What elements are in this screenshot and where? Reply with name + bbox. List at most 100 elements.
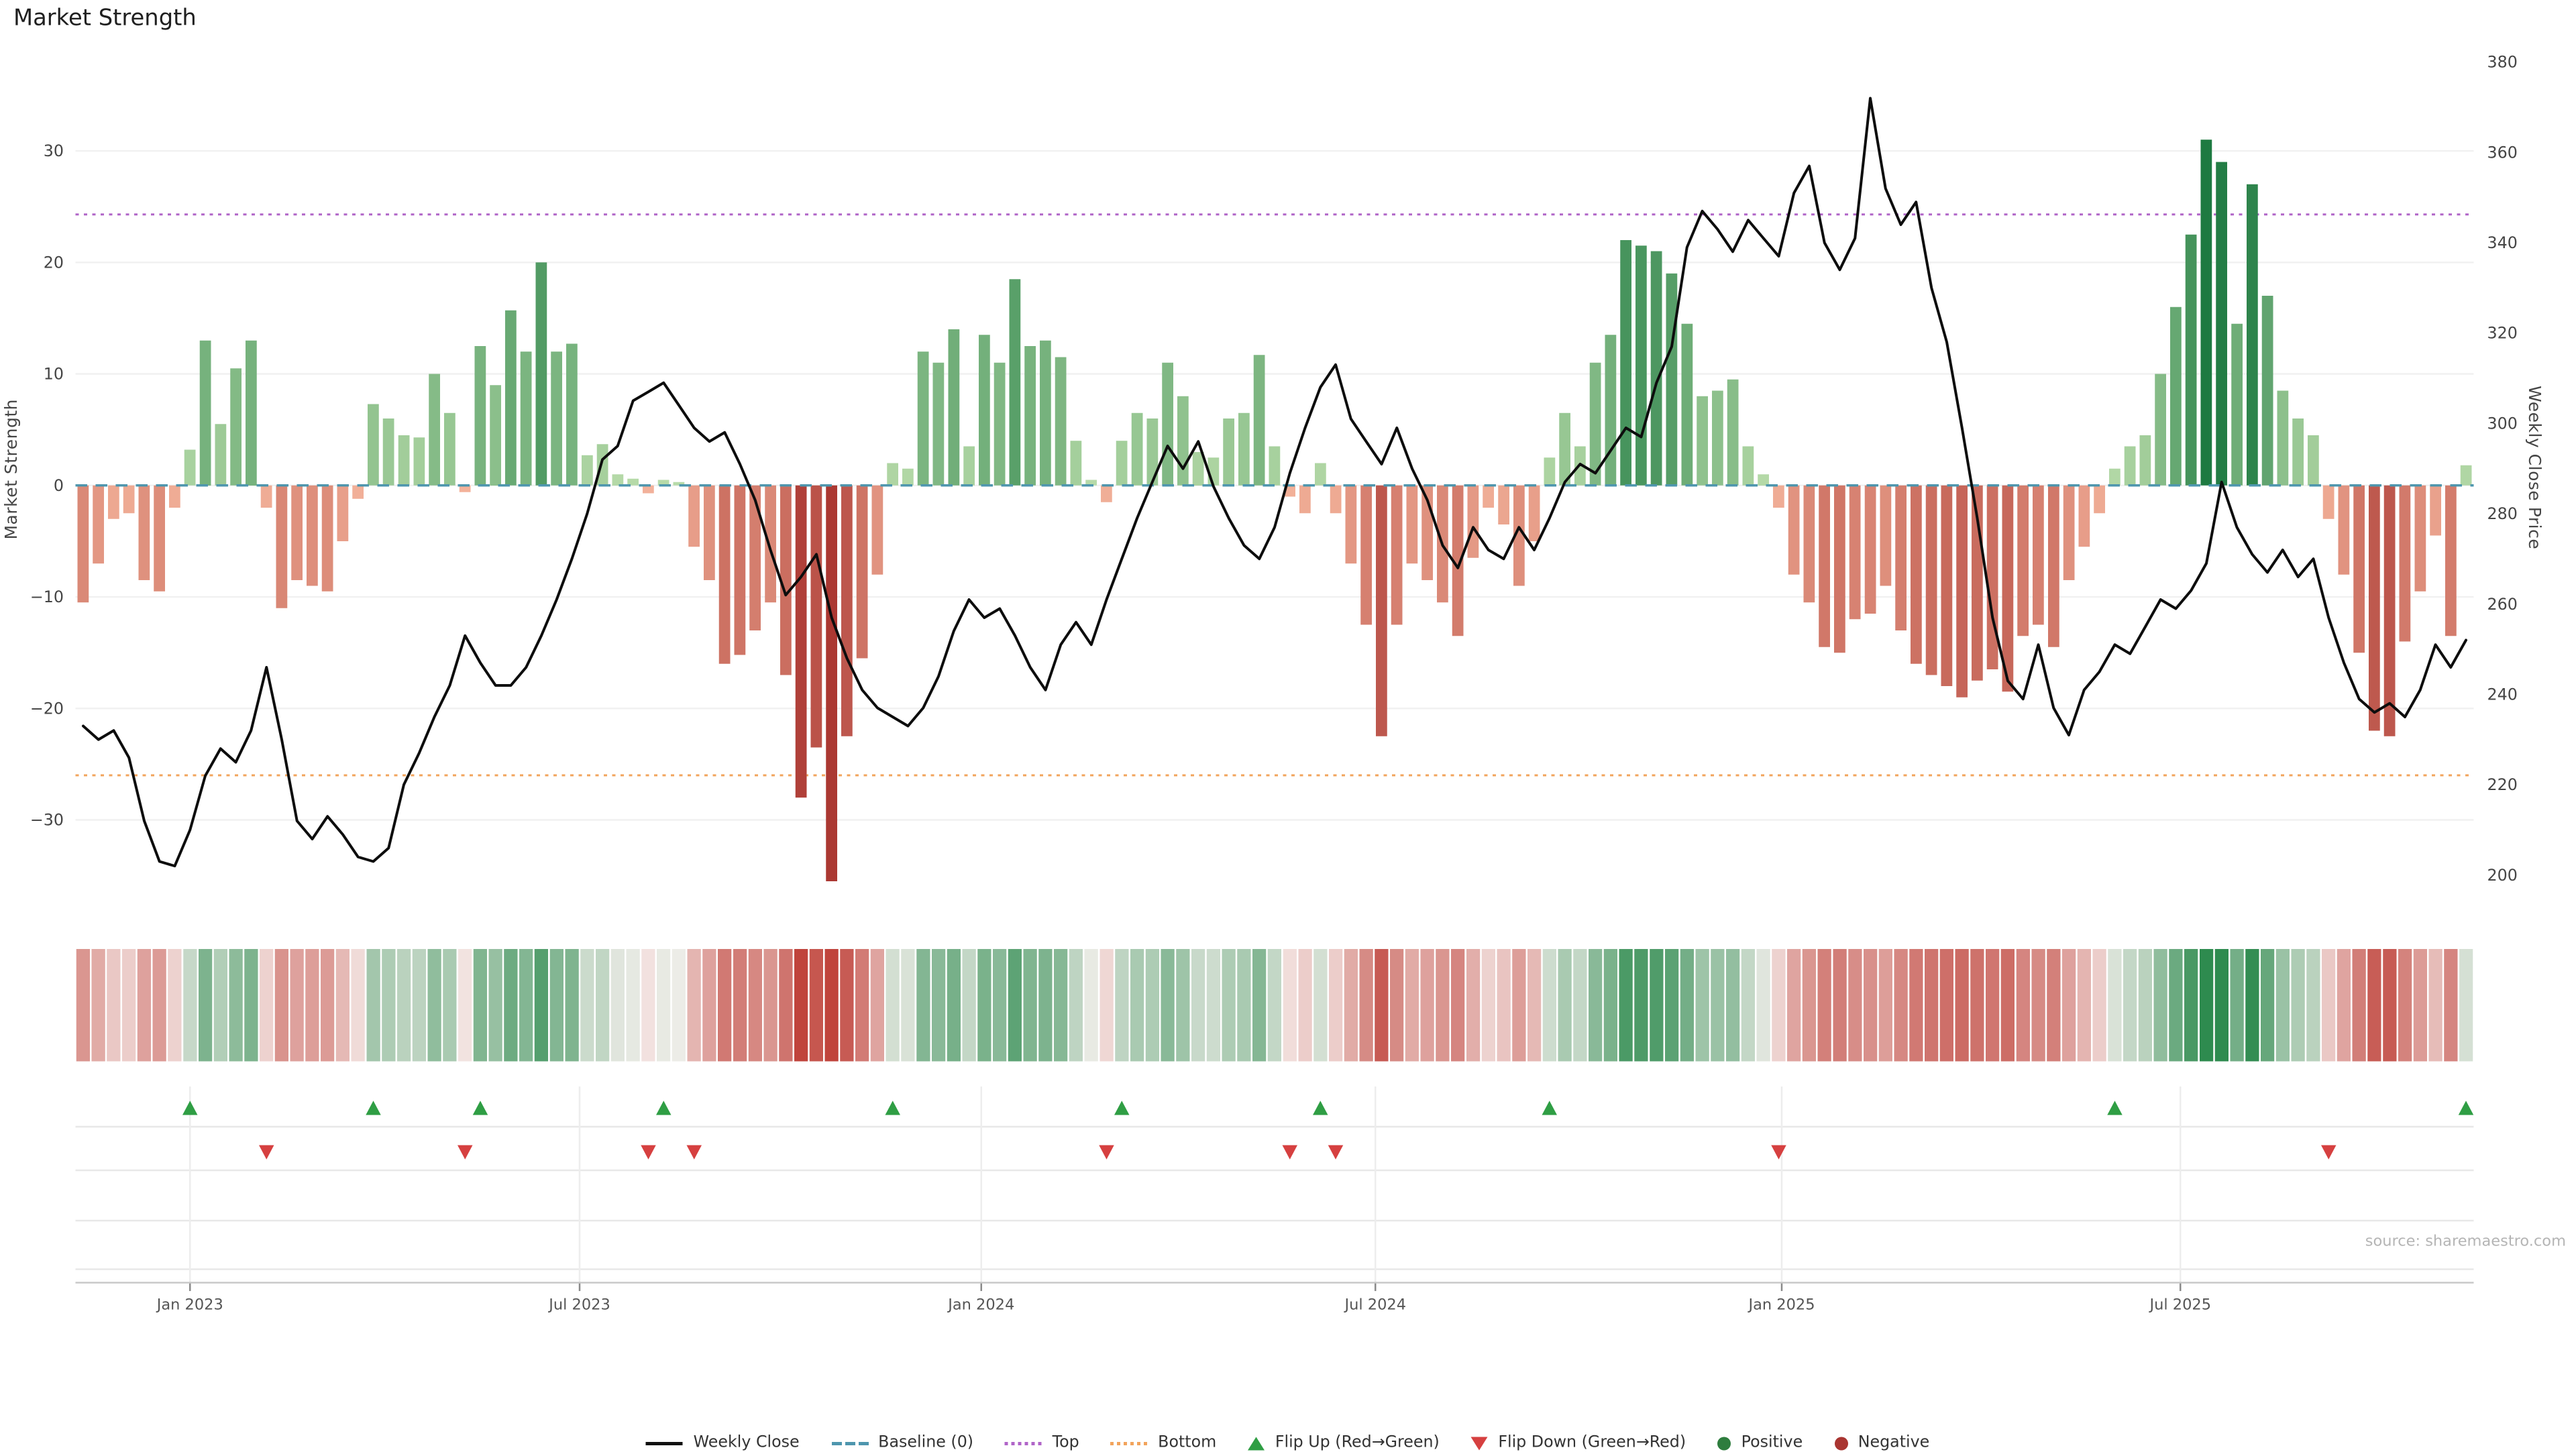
strength-bar xyxy=(1040,341,1051,486)
heatmap-cell xyxy=(382,949,395,1062)
flip-up-marker xyxy=(885,1101,901,1115)
heatmap-cell xyxy=(1711,949,1724,1062)
flip-up-marker xyxy=(473,1101,488,1115)
strength-bar xyxy=(1620,240,1631,486)
heatmap-cell xyxy=(1054,949,1067,1062)
strength-bar xyxy=(2445,486,2457,636)
strength-bar xyxy=(108,486,119,519)
heatmap-cell xyxy=(76,949,90,1062)
heatmap-cell xyxy=(1130,949,1144,1062)
right-tick-label: 220 xyxy=(2487,775,2518,794)
right-tick-label: 280 xyxy=(2487,504,2518,523)
strength-bar xyxy=(2170,307,2182,486)
heatmap-cell xyxy=(1344,949,1358,1062)
heatmap-cell xyxy=(428,949,441,1062)
flip-down-marker xyxy=(458,1146,473,1160)
strength-bar xyxy=(2079,486,2090,547)
strength-bar xyxy=(1849,486,1861,620)
strength-bar xyxy=(949,329,960,486)
heatmap-cell xyxy=(1543,949,1556,1062)
heatmap-cell xyxy=(1451,949,1464,1062)
x-tick-label: Jul 2025 xyxy=(2148,1296,2211,1314)
heatmap-cell xyxy=(443,949,456,1062)
strength-bar xyxy=(2339,486,2350,575)
strength-bar xyxy=(1880,486,1892,586)
strength-bar xyxy=(2231,324,2243,486)
heatmap-cell xyxy=(657,949,670,1062)
strength-bar xyxy=(902,469,914,486)
heatmap-cell xyxy=(535,949,548,1062)
strength-bar xyxy=(475,346,486,486)
strength-bar xyxy=(2384,486,2396,736)
strength-bar xyxy=(123,486,135,514)
heatmap-cell xyxy=(840,949,853,1062)
strength-bar xyxy=(1911,486,1922,664)
baseline-line-icon xyxy=(831,1441,868,1445)
strength-bar xyxy=(1804,486,1815,603)
strength-bar xyxy=(1010,279,1021,486)
strength-bar xyxy=(857,486,868,659)
strength-bar xyxy=(1788,486,1800,575)
positive-dot-icon xyxy=(1718,1436,1731,1449)
strength-bar xyxy=(337,486,349,541)
right-axis-label: Weekly Close Price xyxy=(2524,386,2543,549)
strength-bar xyxy=(291,486,303,580)
strength-bar xyxy=(1024,346,1036,486)
strength-bar xyxy=(1559,413,1570,486)
heatmap-cell xyxy=(413,949,426,1062)
strength-bar xyxy=(1116,441,1128,486)
heatmap-cell xyxy=(916,949,930,1062)
strength-bar xyxy=(2201,139,2212,486)
strength-bar xyxy=(1926,486,1937,675)
heatmap-cell xyxy=(1191,949,1205,1062)
strength-bar xyxy=(1071,441,1082,486)
heatmap-cell xyxy=(2001,949,2015,1062)
heatmap-cell xyxy=(1650,949,1663,1062)
flip-down-marker xyxy=(1099,1146,1114,1160)
heatmap-cell xyxy=(153,949,166,1062)
strength-bar xyxy=(1712,391,1723,486)
flip-down-marker xyxy=(1283,1146,1298,1160)
strength-bar xyxy=(261,486,272,508)
strength-bar xyxy=(1666,274,1678,486)
heatmap-cell xyxy=(627,949,640,1062)
heatmap-cell xyxy=(1222,949,1236,1062)
weekly-close-line-icon xyxy=(647,1441,684,1445)
strength-bar xyxy=(887,463,898,486)
heatmap-cell xyxy=(138,949,151,1062)
strength-bar xyxy=(597,444,608,486)
heatmap-cell xyxy=(1421,949,1434,1062)
heatmap-cell xyxy=(1436,949,1449,1062)
strength-bar xyxy=(2415,486,2426,592)
strength-bar xyxy=(1987,486,1998,669)
heatmap-cell xyxy=(1329,949,1342,1062)
legend-item-flip-up: Flip Up (Red→Green) xyxy=(1248,1434,1440,1452)
strength-bar xyxy=(872,486,883,575)
heatmap-cell xyxy=(566,949,579,1062)
strength-bar xyxy=(322,486,333,592)
heatmap-cell xyxy=(688,949,701,1062)
strength-bar xyxy=(352,486,364,499)
heatmap-cell xyxy=(1268,949,1281,1062)
heatmap-cell xyxy=(1360,949,1373,1062)
heatmap-cell xyxy=(1115,949,1128,1062)
left-tick-label: 30 xyxy=(44,142,64,160)
left-tick-label: −10 xyxy=(30,588,64,606)
heatmap-cell xyxy=(550,949,564,1062)
heatmap-cell xyxy=(352,949,365,1062)
heatmap-cell xyxy=(290,949,304,1062)
heatmap-cell xyxy=(1497,949,1511,1062)
heatmap-cell xyxy=(718,949,731,1062)
heatmap-cell xyxy=(2184,949,2198,1062)
strength-bar xyxy=(307,486,318,586)
heatmap-cell xyxy=(1757,949,1770,1062)
heatmap-cell xyxy=(474,949,487,1062)
strength-bar xyxy=(551,351,562,486)
flip-down-marker xyxy=(2321,1146,2337,1160)
heatmap-cell xyxy=(1680,949,1694,1062)
strength-bar xyxy=(2400,486,2411,642)
right-tick-label: 380 xyxy=(2487,53,2518,72)
right-tick-label: 240 xyxy=(2487,685,2518,704)
heatmap-cell xyxy=(1925,949,1938,1062)
